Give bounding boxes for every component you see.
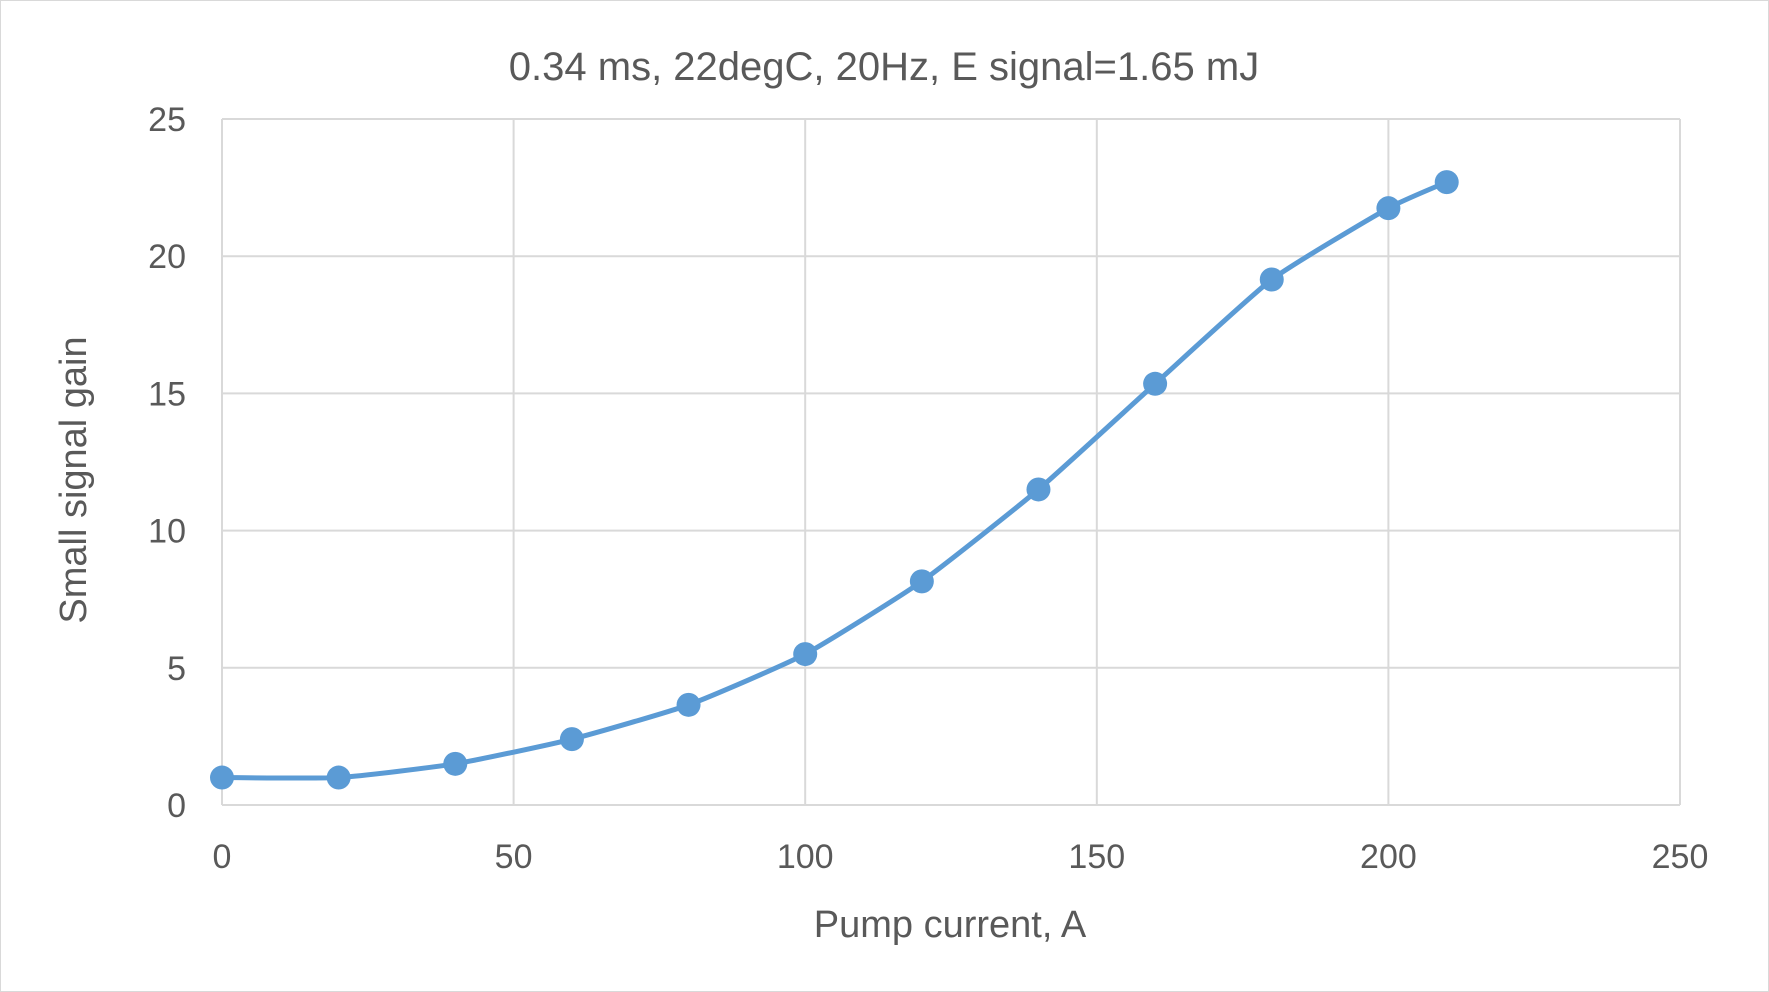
data-point: [210, 765, 234, 790]
x-tick-label: 250: [1652, 838, 1709, 876]
y-tick-label: 20: [148, 238, 186, 276]
x-tick-label: 150: [1068, 838, 1125, 876]
data-point: [676, 692, 701, 717]
x-axis-ticks: 0 50 100 150 200 250: [213, 838, 1709, 876]
data-point: [1143, 371, 1168, 396]
data-point: [1434, 170, 1459, 195]
x-tick-label: 50: [495, 838, 533, 876]
data-series: [210, 170, 1459, 790]
x-axis-title: Pump current, A: [814, 904, 1087, 946]
data-point: [443, 751, 468, 776]
y-tick-label: 25: [148, 101, 186, 139]
data-point: [1376, 196, 1401, 221]
data-point: [909, 569, 934, 594]
data-point: [1026, 477, 1051, 502]
y-axis-title: Small signal gain: [53, 336, 95, 623]
x-tick-label: 200: [1360, 838, 1417, 876]
chart-title: 0.34 ms, 22degC, 20Hz, E signal=1.65 mJ: [509, 45, 1259, 89]
data-point: [326, 765, 351, 790]
x-tick-label: 0: [213, 838, 232, 876]
x-tick-label: 100: [777, 838, 834, 876]
data-point: [1259, 267, 1284, 292]
y-tick-label: 5: [167, 650, 186, 688]
y-tick-label: 0: [167, 787, 186, 825]
gridlines: [221, 118, 1681, 806]
data-point: [793, 642, 818, 667]
y-tick-label: 10: [148, 513, 186, 551]
data-point: [559, 727, 584, 752]
y-tick-label: 15: [148, 375, 186, 413]
y-axis-ticks: 0 5 10 15 20 25: [148, 101, 186, 825]
